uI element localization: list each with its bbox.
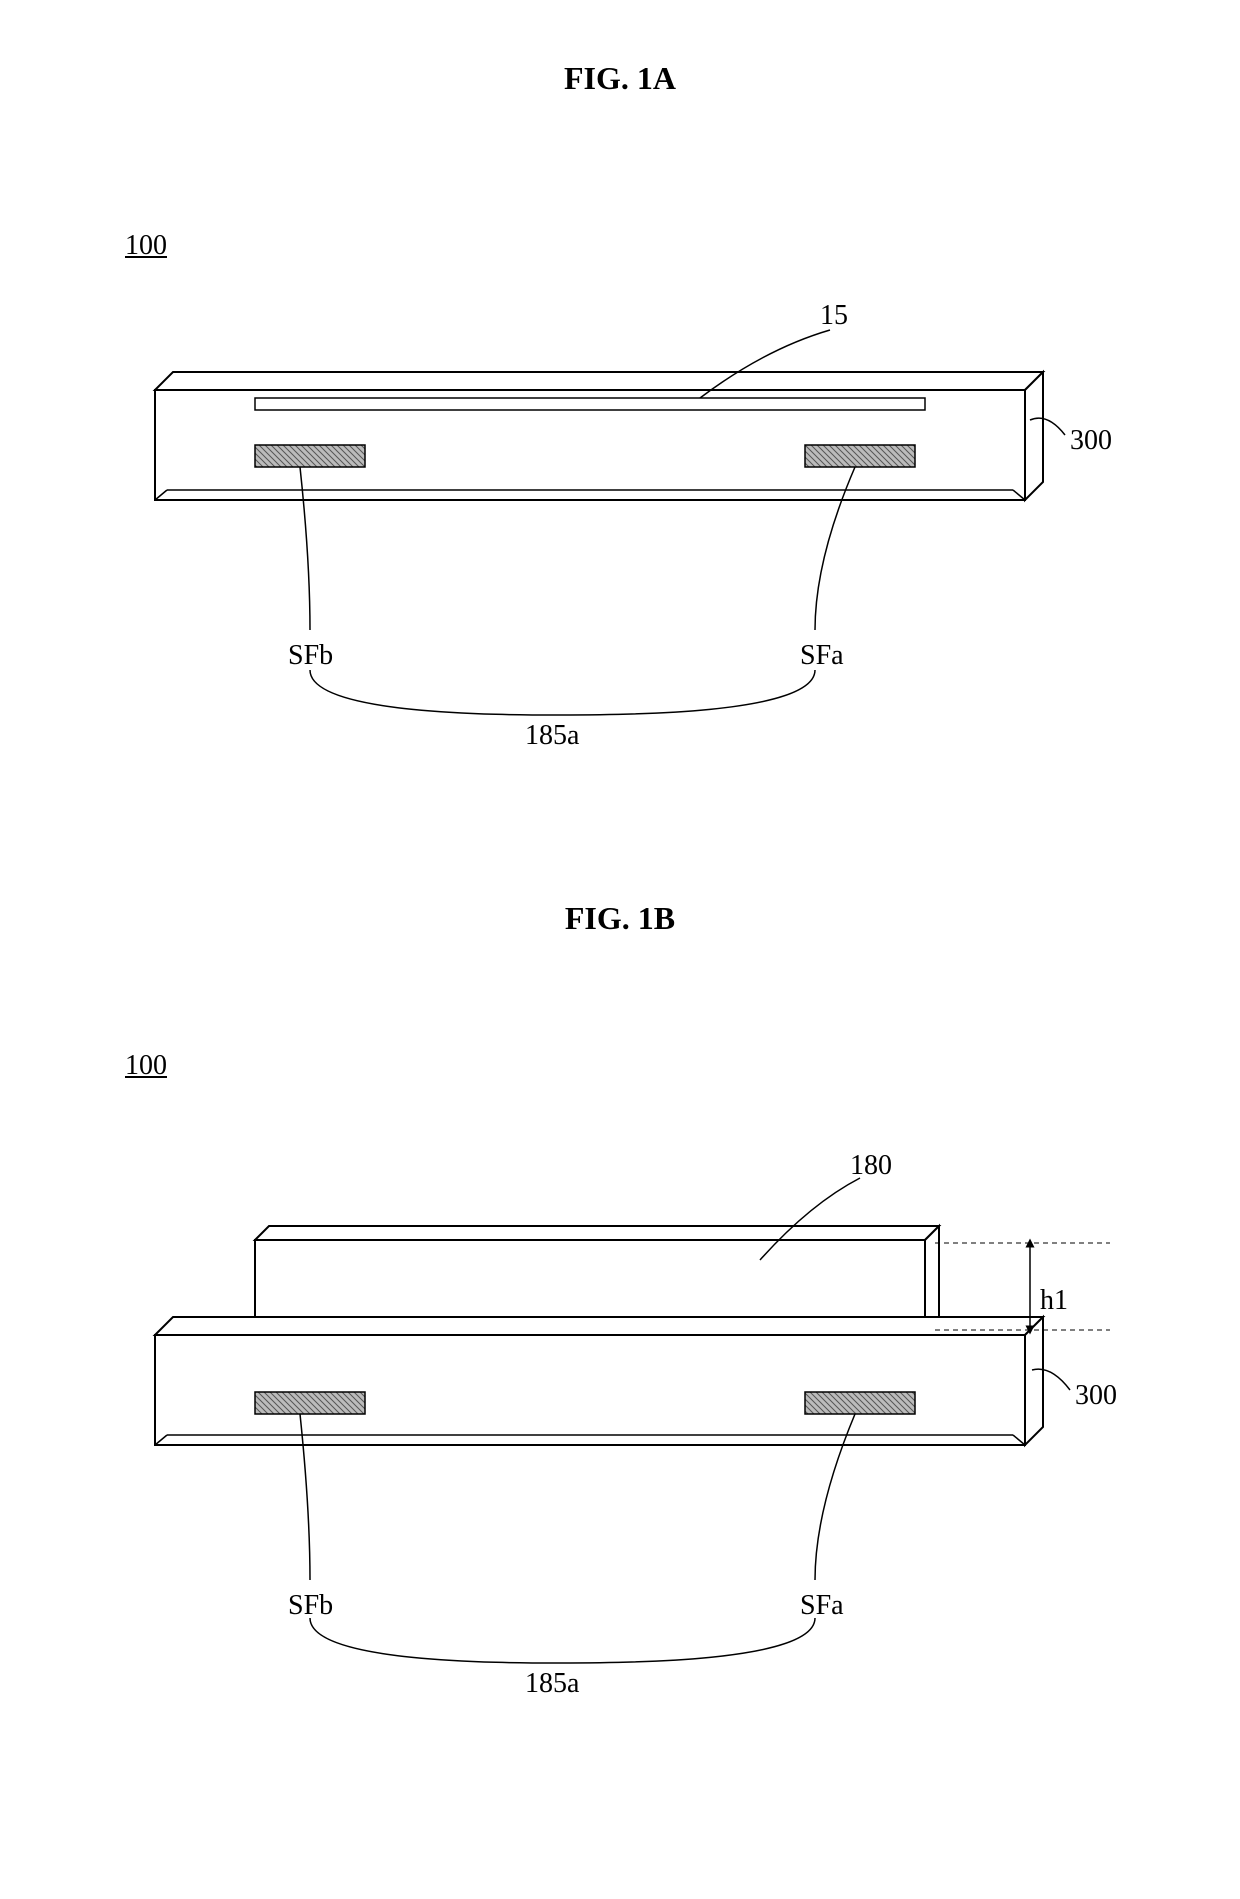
diagram-svg (0, 0, 1240, 1899)
